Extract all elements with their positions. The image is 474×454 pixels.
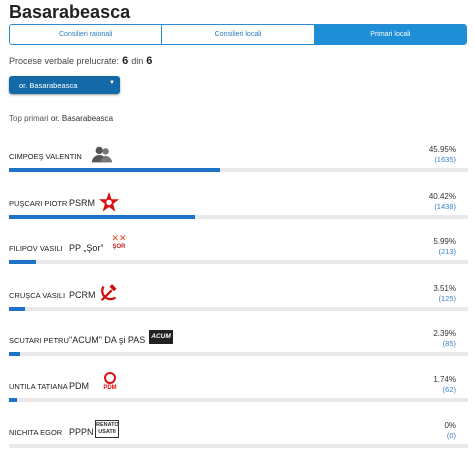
candidate-name: SCUTARI PETRU [9,336,69,345]
candidate-row: CIMPOEŞ VALENTIN 45.95% (1635) [0,144,474,190]
psrm-star-icon [98,191,120,212]
candidate-votes: (62) [442,385,456,394]
candidate-row: NICHITA EGOR PPPN RENATO USATII 0% (0) [0,420,474,454]
locality-select-value: or. Basarabeasca [19,80,78,90]
result-bar [9,307,468,311]
tab-bar: Consilieri raionali Consilieri locali Pr… [9,24,467,45]
candidate-percent: 5.99% [433,237,456,246]
candidate-row: SCUTARI PETRU "ACUM" DA şi PAS ACUM 2.39… [0,328,474,374]
candidate-name: UNTILA TATIANA [9,382,68,391]
party-name: PPPN [69,427,94,437]
chevron-down-icon: ▼ [109,80,115,86]
processed-label: Procese verbale prelucrate: [9,56,120,66]
processed-reports: Procese verbale prelucrate: 6 din 6 [9,55,152,67]
result-bar-fill [9,307,26,311]
party-name: "ACUM" DA şi PAS [69,335,146,345]
result-bar-fill [9,398,17,402]
top-mayors-label: Top primari or. Basarabeasca [9,114,113,123]
result-bar-fill [9,352,20,356]
processed-count: 6 [122,55,129,67]
candidate-row: CRUŞCA VASILI PCRM 3.51% (125) [0,283,474,329]
top-label-place: or. Basarabeasca [50,114,114,123]
renato-usatii-logo: RENATO USATII [95,420,119,438]
top-label-prefix: Top primari [9,114,49,123]
sor-party-logo: ✕✕ ŞOR [108,233,130,255]
party-name: PP „Şor” [69,243,104,253]
candidate-name: FILIPOV VASILI [9,244,63,253]
candidate-percent: 2.39% [433,329,456,338]
candidate-percent: 0% [444,421,456,430]
candidate-percent: 3.51% [433,284,456,293]
tab-consilieri-raionali[interactable]: Consilieri raionali [10,25,163,44]
person-silhouette-icon [91,146,113,163]
candidate-name: NICHITA EGOR [9,428,63,437]
processed-total: 6 [146,55,153,67]
tab-consilieri-locali[interactable]: Consilieri locali [162,25,315,44]
candidate-votes: (213) [438,247,456,256]
candidate-votes: (125) [438,294,456,303]
candidate-name: CIMPOEŞ VALENTIN [9,152,82,161]
result-bar [9,398,468,402]
candidate-percent: 45.95% [428,145,456,154]
result-bar-fill [9,168,220,172]
party-name: PDM [69,381,89,391]
candidate-row: PUŞCARI PIOTR PSRM 40.42% (1438) [0,191,474,237]
candidate-row: UNTILA TATIANA PDM PDM 1.74% (62) [0,372,474,420]
result-bar-fill [9,260,37,264]
candidate-votes: (1438) [434,202,456,211]
candidate-percent: 1.74% [433,375,456,384]
result-bar [9,352,468,356]
page-title: Basarabeasca [9,2,131,22]
result-bar [9,215,468,219]
party-name: PSRM [69,198,96,208]
candidate-percent: 40.42% [428,192,456,201]
candidate-name: PUŞCARI PIOTR [9,199,68,208]
hammer-sickle-icon [100,284,117,302]
result-bar-fill [9,215,195,219]
sor-logo-text: ŞOR [112,244,126,250]
result-bar [9,444,468,448]
candidate-row: FILIPOV VASILI PP „Şor” ✕✕ ŞOR 5.99% (21… [0,233,474,282]
pdm-logo: PDM [101,372,119,394]
tab-primari-locali[interactable]: Primari locali [314,25,466,44]
candidate-votes: (1635) [434,155,456,164]
locality-select[interactable]: or. Basarabeasca ▼ [9,76,120,94]
candidate-votes: (0) [446,431,456,440]
result-bar [9,260,468,264]
result-bar [9,168,468,172]
pdm-logo-text: PDM [103,385,117,391]
party-name: PCRM [69,290,96,300]
candidate-name: CRUŞCA VASILI [9,291,66,300]
candidate-votes: (85) [442,339,456,348]
processed-sep: din [131,56,144,66]
acum-logo: ACUM [149,330,173,344]
